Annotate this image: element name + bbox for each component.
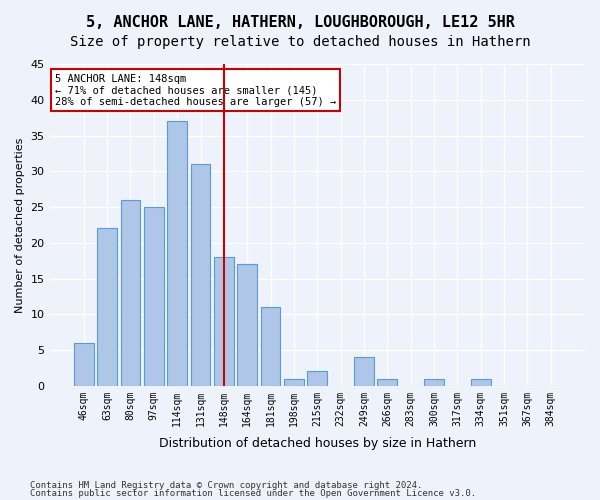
Bar (238, 264, 257, 386)
Bar (191, 164, 211, 386)
Bar (74, 343, 94, 386)
Bar (424, 378, 444, 386)
Text: Contains public sector information licensed under the Open Government Licence v3: Contains public sector information licen… (30, 488, 476, 498)
Bar (307, 372, 327, 386)
Bar (377, 378, 397, 386)
Text: Size of property relative to detached houses in Hathern: Size of property relative to detached ho… (70, 35, 530, 49)
X-axis label: Distribution of detached houses by size in Hathern: Distribution of detached houses by size … (158, 437, 476, 450)
Bar (260, 307, 280, 386)
Bar (144, 207, 164, 386)
Text: Contains HM Land Registry data © Crown copyright and database right 2024.: Contains HM Land Registry data © Crown c… (30, 481, 422, 490)
Bar (121, 200, 140, 386)
Bar (97, 228, 117, 386)
Y-axis label: Number of detached properties: Number of detached properties (15, 137, 25, 312)
Text: 5 ANCHOR LANE: 148sqm
← 71% of detached houses are smaller (145)
28% of semi-det: 5 ANCHOR LANE: 148sqm ← 71% of detached … (55, 74, 336, 107)
Bar (354, 357, 374, 386)
Bar (471, 378, 491, 386)
Bar (167, 121, 187, 386)
Bar (214, 257, 234, 386)
Text: 5, ANCHOR LANE, HATHERN, LOUGHBOROUGH, LE12 5HR: 5, ANCHOR LANE, HATHERN, LOUGHBOROUGH, L… (86, 15, 514, 30)
Bar (284, 378, 304, 386)
